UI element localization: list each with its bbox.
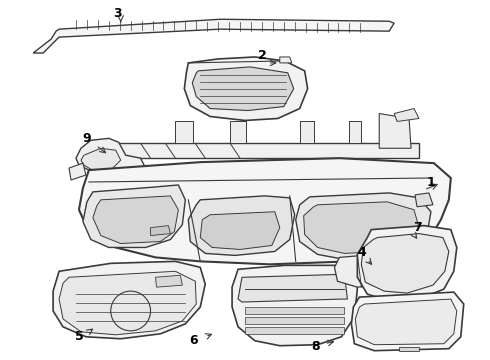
Text: 8: 8 bbox=[311, 340, 320, 353]
Text: 2: 2 bbox=[258, 49, 266, 63]
Text: 9: 9 bbox=[83, 132, 91, 145]
Polygon shape bbox=[81, 148, 121, 172]
Polygon shape bbox=[150, 226, 171, 235]
Polygon shape bbox=[304, 202, 419, 253]
Polygon shape bbox=[155, 275, 182, 287]
Polygon shape bbox=[300, 121, 314, 143]
Polygon shape bbox=[93, 196, 178, 243]
Polygon shape bbox=[106, 143, 419, 158]
Text: 5: 5 bbox=[74, 330, 83, 343]
Polygon shape bbox=[192, 67, 294, 111]
Polygon shape bbox=[230, 121, 246, 143]
Polygon shape bbox=[245, 327, 344, 334]
Polygon shape bbox=[238, 274, 347, 302]
Polygon shape bbox=[394, 109, 419, 121]
Polygon shape bbox=[33, 19, 394, 53]
Polygon shape bbox=[232, 265, 357, 346]
Text: 4: 4 bbox=[357, 246, 366, 259]
Polygon shape bbox=[188, 196, 294, 255]
Polygon shape bbox=[399, 347, 419, 351]
Polygon shape bbox=[361, 234, 449, 293]
Text: 7: 7 bbox=[413, 221, 421, 234]
Polygon shape bbox=[379, 113, 411, 148]
Polygon shape bbox=[357, 226, 457, 301]
Text: 6: 6 bbox=[189, 334, 197, 347]
Polygon shape bbox=[83, 185, 185, 247]
Polygon shape bbox=[79, 158, 451, 264]
Polygon shape bbox=[53, 261, 205, 339]
Polygon shape bbox=[184, 57, 308, 121]
Polygon shape bbox=[335, 255, 397, 287]
Polygon shape bbox=[245, 307, 344, 314]
Polygon shape bbox=[69, 163, 86, 180]
Text: 1: 1 bbox=[427, 176, 435, 189]
Polygon shape bbox=[280, 57, 292, 63]
Polygon shape bbox=[349, 121, 361, 143]
Polygon shape bbox=[76, 138, 146, 178]
Polygon shape bbox=[355, 299, 457, 345]
Polygon shape bbox=[59, 271, 196, 335]
Polygon shape bbox=[295, 193, 431, 260]
Polygon shape bbox=[351, 292, 464, 351]
Polygon shape bbox=[415, 193, 433, 207]
Polygon shape bbox=[200, 212, 280, 249]
Polygon shape bbox=[175, 121, 193, 143]
Text: 3: 3 bbox=[113, 7, 122, 20]
Polygon shape bbox=[245, 317, 344, 324]
